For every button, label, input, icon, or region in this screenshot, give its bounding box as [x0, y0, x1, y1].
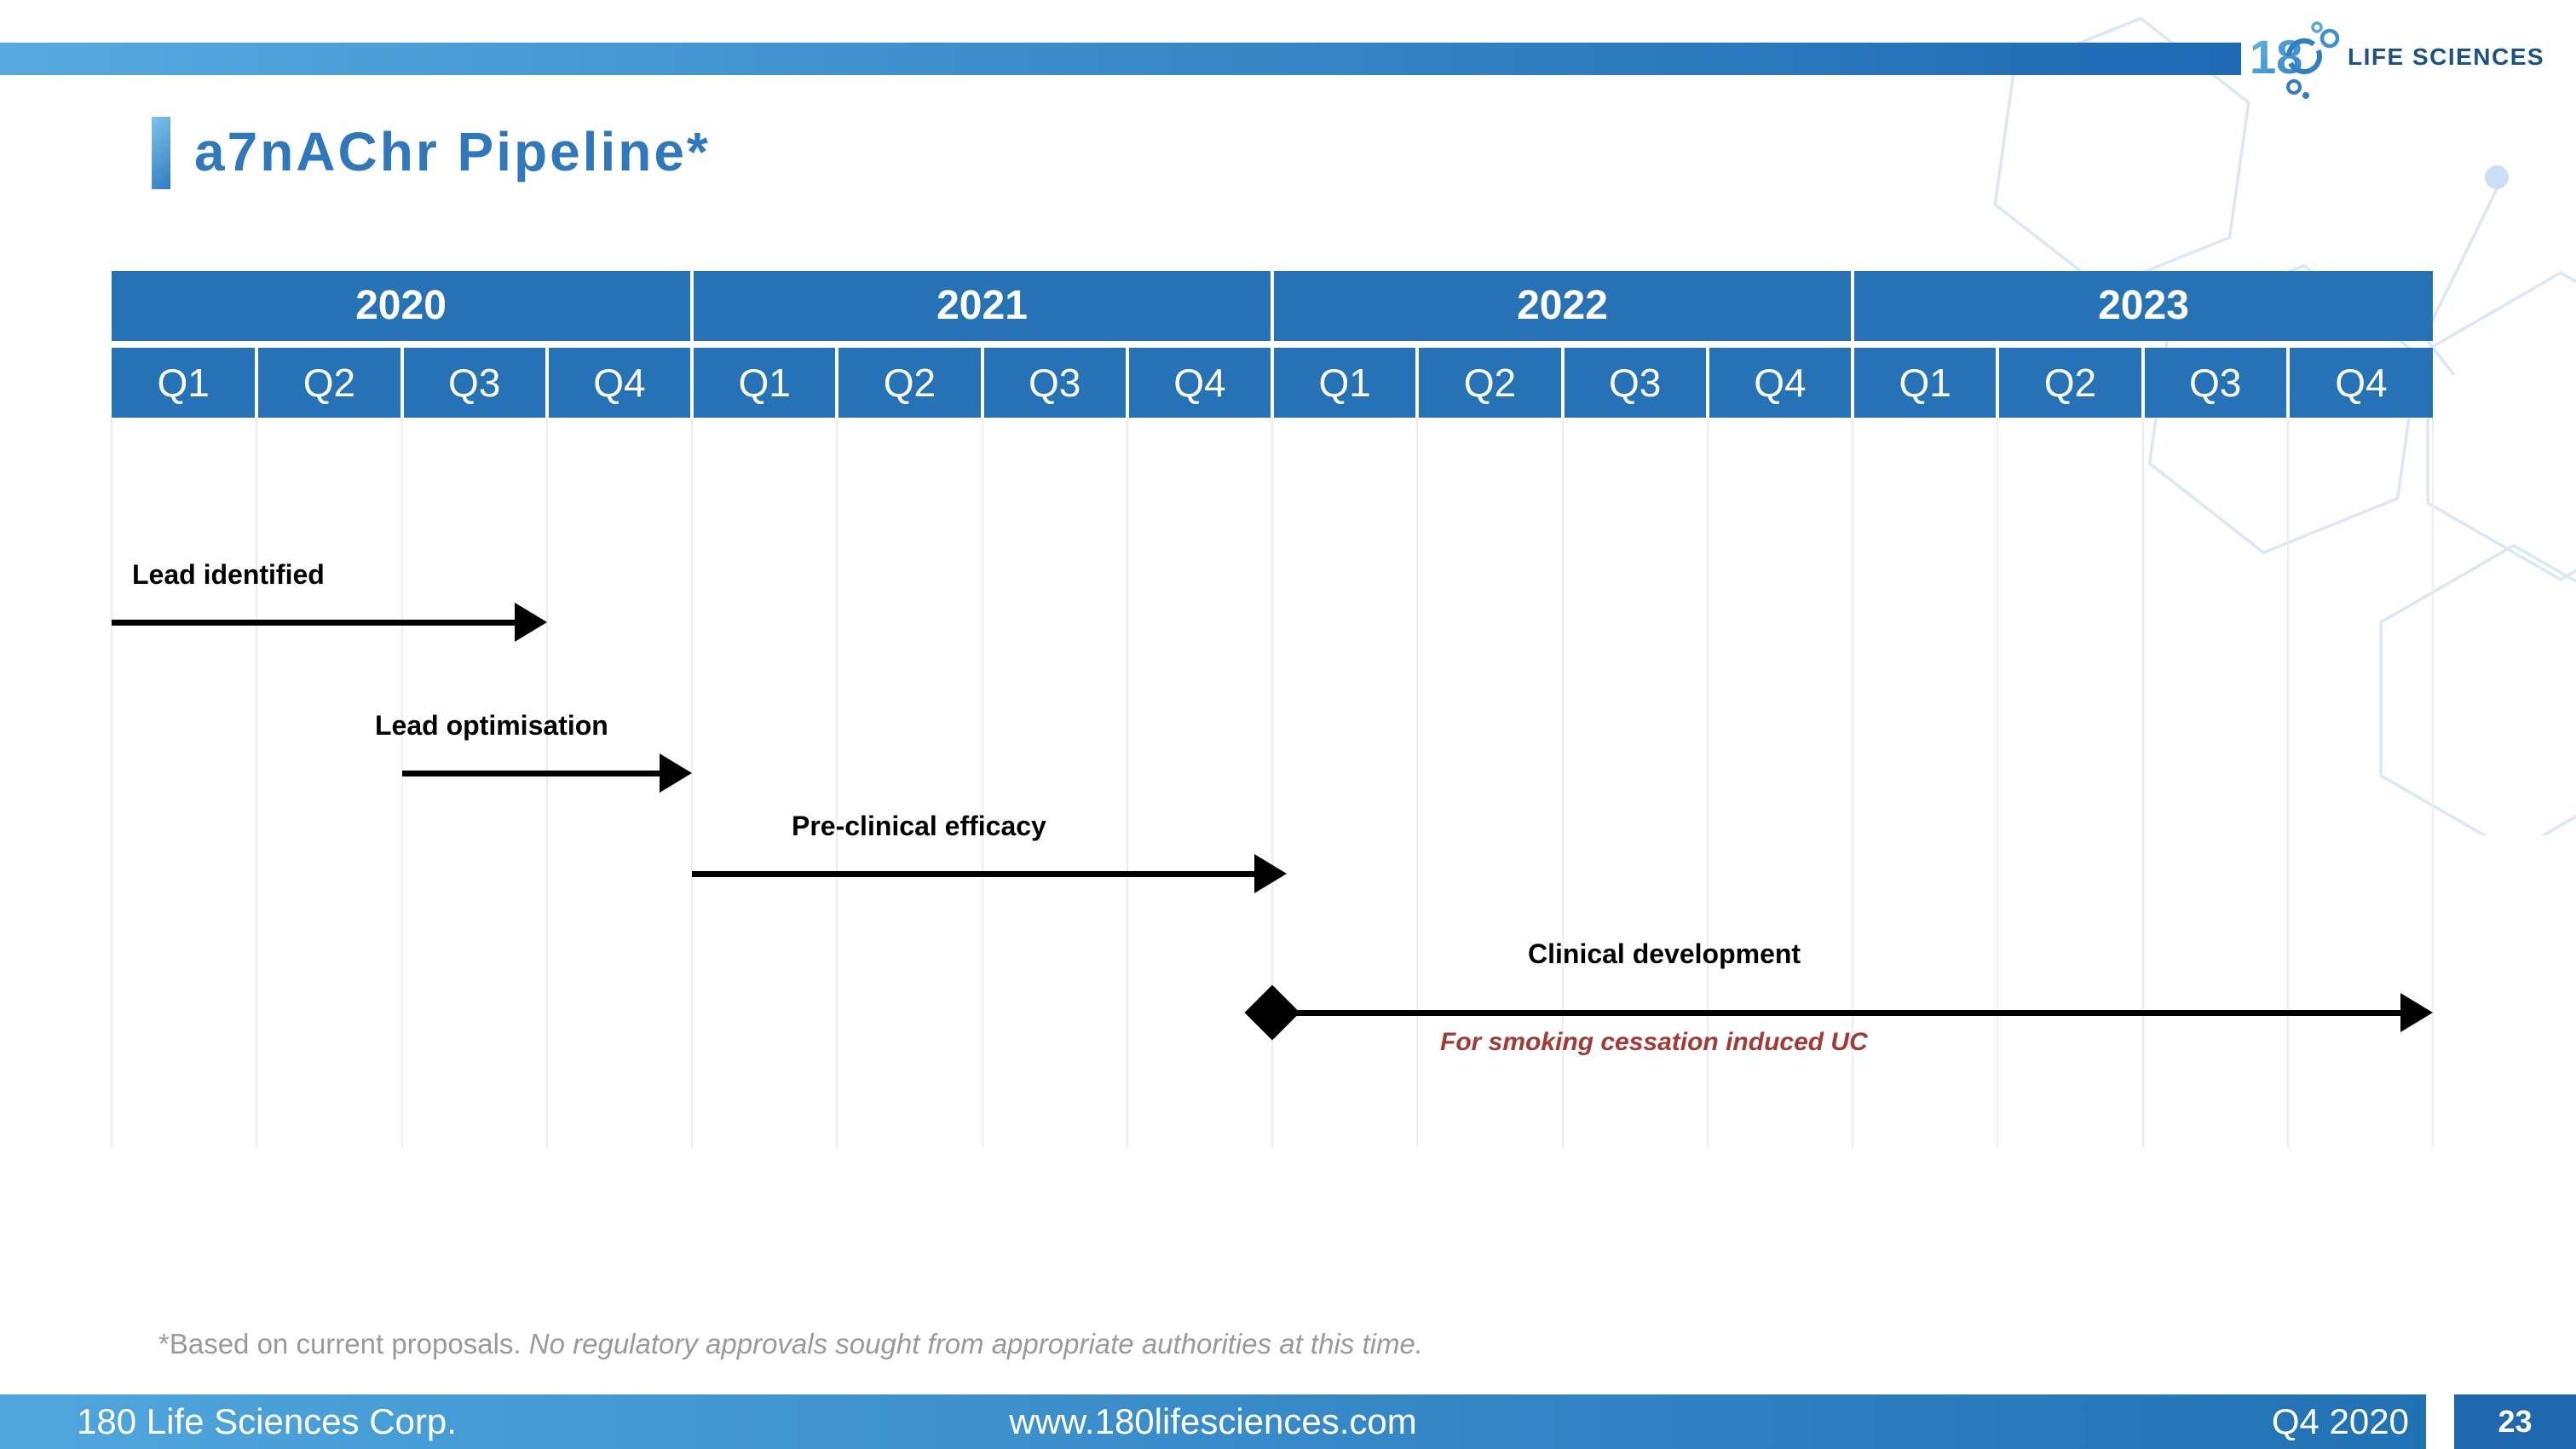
quarter-gridline — [1416, 418, 1419, 1147]
quarter-gridline — [981, 418, 983, 1147]
quarter-gridline — [401, 418, 403, 1147]
molecule-dot — [2485, 165, 2509, 189]
quarter-header-cell: Q4 — [548, 348, 690, 418]
quarter-header-cell: Q4 — [1128, 348, 1271, 418]
quarter-gridline — [1852, 418, 1853, 1147]
task-label: Pre-clinical efficacy — [792, 811, 1046, 841]
logo-name: LIFE SCIENCES — [2348, 43, 2544, 70]
quarter-header-cell: Q2 — [838, 348, 981, 418]
quarter-header-cell: Q3 — [1564, 348, 1706, 418]
footnote-regular: *Based on current proposals. — [158, 1328, 529, 1360]
quarter-gridline — [1997, 418, 1999, 1147]
quarter-gridline — [836, 418, 838, 1147]
footnote-italic: No regulatory approvals sought from appr… — [528, 1328, 1423, 1360]
quarter-gridline — [256, 418, 258, 1147]
task-label: Lead identified — [132, 559, 325, 590]
quarter-gridline — [691, 418, 693, 1147]
task-label: Lead optimisation — [375, 710, 608, 741]
quarter-gridline — [111, 418, 112, 1147]
task-arrow-line — [692, 870, 1255, 877]
year-header-cell: 2022 — [1274, 271, 1851, 341]
quarter-header-cell: Q3 — [403, 348, 545, 418]
page-title: a7nAChr Pipeline* — [194, 121, 711, 182]
year-header-cell: 2023 — [1854, 271, 2433, 341]
year-header-cell: 2020 — [112, 271, 690, 341]
quarter-gridline — [1561, 418, 1564, 1147]
quarter-gridline — [2141, 418, 2144, 1147]
quarter-header-cell: Q2 — [258, 348, 401, 418]
quarter-header-cell: Q1 — [1854, 348, 1997, 418]
task-label: Clinical development — [1528, 938, 1801, 969]
quarter-header-cell: Q3 — [983, 348, 1126, 418]
footer-bar: 180 Life Sciences Corp. www.180lifescien… — [0, 1394, 2426, 1449]
footer-website-link[interactable]: www.180lifesciences.com — [1009, 1401, 1417, 1441]
logo-bubble-dot — [2302, 92, 2309, 99]
quarter-gridline — [2286, 418, 2289, 1147]
footer-company: 180 Life Sciences Corp. — [77, 1401, 457, 1441]
quarter-header-cell: Q1 — [1274, 348, 1416, 418]
company-logo: 18 LIFE SCIENCES — [2250, 21, 2544, 99]
logo-bubble-bottom — [2286, 79, 2302, 95]
quarter-gridline — [545, 418, 548, 1147]
quarter-header-cell: Q4 — [1709, 348, 1851, 418]
logo-number: 18 — [2250, 30, 2302, 84]
quarter-header-cell: Q4 — [2289, 348, 2433, 418]
footnote: *Based on current proposals. No regulato… — [158, 1328, 1423, 1360]
title-accent-bar — [152, 117, 170, 189]
quarter-header-cell: Q1 — [694, 348, 836, 418]
logo-bubble-large — [2320, 28, 2340, 49]
logo-bubble-small — [2311, 21, 2323, 33]
year-header-cell: 2021 — [694, 271, 1271, 341]
quarter-gridline — [1126, 418, 1128, 1147]
footer-quarter: Q4 2020 — [2271, 1401, 2409, 1441]
quarter-header-cell: Q2 — [1419, 348, 1561, 418]
milestone-diamond — [1244, 984, 1300, 1041]
task-arrow-line — [401, 770, 660, 776]
quarter-header-cell: Q2 — [1999, 348, 2141, 418]
quarter-gridline — [1271, 418, 1273, 1147]
task-arrow-line — [112, 619, 515, 626]
logo-zero-ring — [2286, 38, 2322, 74]
task-annotation: For smoking cessation induced UC — [1440, 1028, 1868, 1056]
task-arrowhead — [514, 603, 547, 642]
task-arrowhead — [1254, 854, 1288, 893]
quarter-header-cell: Q1 — [112, 348, 256, 418]
task-arrowhead — [2400, 993, 2433, 1032]
quarter-gridline — [1706, 418, 1709, 1147]
task-arrow-line — [1291, 1009, 2400, 1016]
page-number-badge: 23 — [2454, 1394, 2576, 1449]
quarter-header-cell: Q3 — [2144, 348, 2286, 418]
top-accent-bar — [0, 43, 2241, 75]
quarter-gridline — [2432, 418, 2434, 1147]
task-arrowhead — [660, 753, 692, 793]
